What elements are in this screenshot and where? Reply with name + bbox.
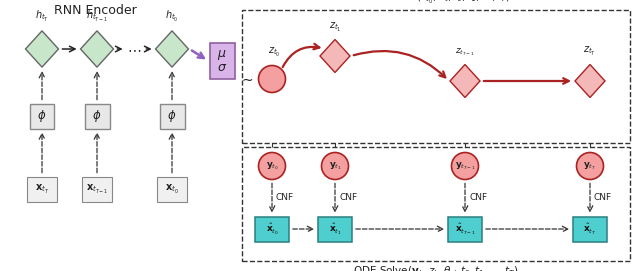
Text: $h_{t_T}$: $h_{t_T}$ — [35, 9, 49, 24]
Text: $z_{t_{T-1}}$: $z_{t_{T-1}}$ — [455, 47, 475, 59]
Polygon shape — [26, 31, 58, 67]
Polygon shape — [81, 31, 113, 67]
Text: $\phi$: $\phi$ — [92, 108, 102, 124]
Text: $\hat{\mathbf{x}}_{t_1}$: $\hat{\mathbf{x}}_{t_1}$ — [328, 221, 341, 237]
Text: $\mathbf{y}_{t_T}$: $\mathbf{y}_{t_T}$ — [583, 160, 596, 172]
Text: $\mathbf{x}_{t_T}$: $\mathbf{x}_{t_T}$ — [35, 182, 49, 196]
Text: $z_{t_1}$: $z_{t_1}$ — [329, 20, 341, 34]
Bar — [82, 176, 112, 202]
Bar — [318, 217, 352, 241]
Bar — [157, 176, 187, 202]
Circle shape — [577, 153, 604, 179]
Text: ODE Solve$(\mathbf{y}_{t_i}, z_{t_i}, \theta_d, t_0, t_1, \ldots, t_T)$: ODE Solve$(\mathbf{y}_{t_i}, z_{t_i}, \t… — [353, 265, 519, 271]
Text: $\mathbf{y}_{t_{T-1}}$: $\mathbf{y}_{t_{T-1}}$ — [454, 160, 476, 172]
Text: $h_{t_{T-1}}$: $h_{t_{T-1}}$ — [86, 9, 108, 24]
Text: ODE Solve$(z_{t_0}, \theta_t, t_0, t_1, \ldots, t_T)$: ODE Solve$(z_{t_0}, \theta_t, t_0, t_1, … — [362, 0, 510, 6]
Circle shape — [259, 153, 285, 179]
Text: $\mathbf{x}_{t_{T-1}}$: $\mathbf{x}_{t_{T-1}}$ — [86, 182, 108, 196]
Polygon shape — [320, 40, 350, 73]
Text: $\phi$: $\phi$ — [167, 108, 177, 124]
Text: $\sigma$: $\sigma$ — [217, 62, 227, 75]
Text: RNN Encoder: RNN Encoder — [54, 5, 136, 18]
Text: CNF: CNF — [594, 193, 612, 202]
Polygon shape — [450, 64, 480, 98]
Bar — [448, 217, 482, 241]
Text: $\phi$: $\phi$ — [37, 108, 47, 124]
Bar — [29, 104, 54, 128]
Bar — [242, 147, 630, 261]
Text: $\hat{\mathbf{x}}_{t_{T-1}}$: $\hat{\mathbf{x}}_{t_{T-1}}$ — [454, 221, 476, 237]
Circle shape — [321, 153, 349, 179]
Text: $\mathbf{y}_{t_0}$: $\mathbf{y}_{t_0}$ — [266, 160, 278, 172]
Text: $h_{t_0}$: $h_{t_0}$ — [165, 9, 179, 24]
Circle shape — [451, 153, 479, 179]
Bar — [27, 176, 57, 202]
Text: CNF: CNF — [276, 193, 294, 202]
Bar — [573, 217, 607, 241]
Text: $\mathbf{x}_{t_0}$: $\mathbf{x}_{t_0}$ — [165, 182, 179, 196]
Polygon shape — [156, 31, 189, 67]
Text: $\hat{\mathbf{x}}_{t_T}$: $\hat{\mathbf{x}}_{t_T}$ — [583, 221, 596, 237]
Text: $\cdots$: $\cdots$ — [127, 42, 141, 56]
Text: CNF: CNF — [339, 193, 357, 202]
Text: $z_{t_0}$: $z_{t_0}$ — [268, 46, 280, 59]
Text: CNF: CNF — [469, 193, 487, 202]
Circle shape — [259, 66, 285, 92]
Text: $\hat{\mathbf{x}}_{t_0}$: $\hat{\mathbf{x}}_{t_0}$ — [266, 221, 278, 237]
Bar — [209, 43, 234, 79]
Text: $z_{t_T}$: $z_{t_T}$ — [584, 46, 596, 59]
Text: $\sim$: $\sim$ — [239, 72, 253, 86]
Bar — [159, 104, 184, 128]
Bar — [84, 104, 109, 128]
Text: $\mu$: $\mu$ — [217, 48, 227, 62]
Bar — [255, 217, 289, 241]
Bar — [242, 10, 630, 143]
Polygon shape — [575, 64, 605, 98]
Text: $\mathbf{y}_{t_1}$: $\mathbf{y}_{t_1}$ — [328, 160, 341, 172]
